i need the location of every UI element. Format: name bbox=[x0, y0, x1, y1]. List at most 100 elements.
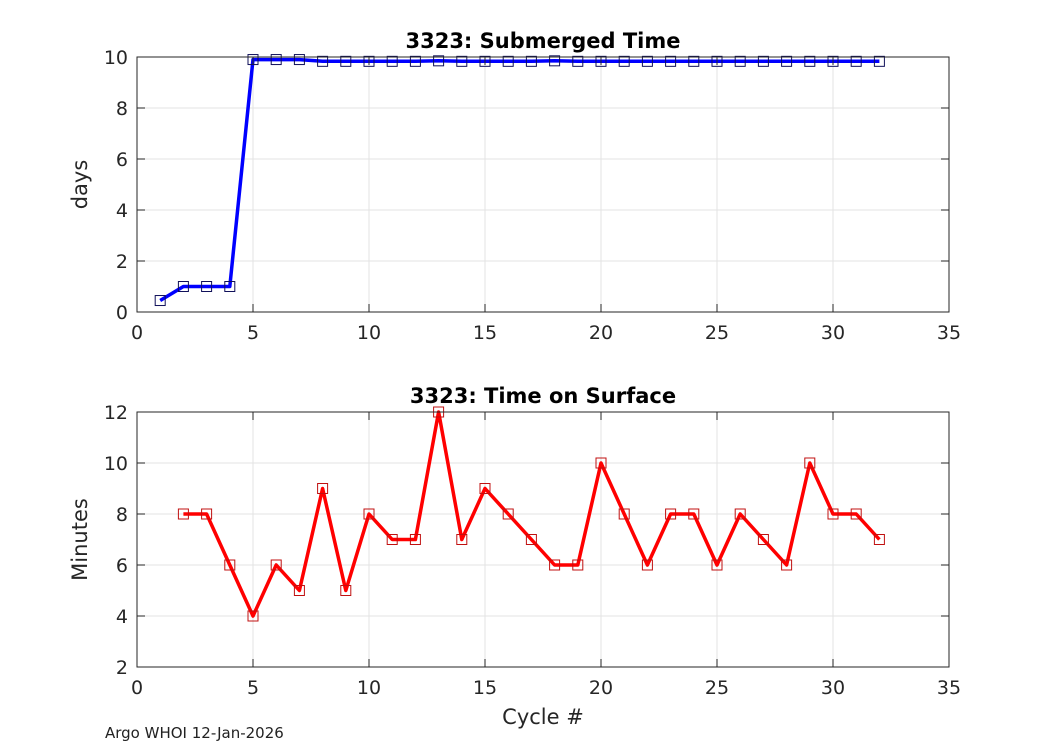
data-point-marker bbox=[201, 508, 213, 520]
chart-title: 3323: Time on Surface bbox=[410, 384, 676, 408]
data-point-marker bbox=[595, 457, 607, 469]
data-point-marker bbox=[293, 585, 305, 596]
data-point-marker bbox=[665, 55, 677, 67]
data-point-marker bbox=[804, 55, 816, 67]
data-point-marker bbox=[641, 559, 653, 571]
data-point-marker bbox=[850, 508, 862, 520]
x-tick-label: 10 bbox=[357, 322, 381, 344]
y-tick-label: 10 bbox=[104, 453, 128, 475]
data-point-marker bbox=[734, 508, 746, 520]
data-point-marker bbox=[734, 55, 746, 67]
x-tick-label: 35 bbox=[937, 322, 961, 344]
y-axis-label: days bbox=[68, 160, 92, 210]
y-tick-label: 2 bbox=[116, 251, 128, 273]
data-point-marker bbox=[641, 55, 653, 67]
data-point-marker bbox=[317, 483, 329, 494]
data-point-marker bbox=[757, 534, 769, 545]
x-tick-label: 0 bbox=[131, 677, 143, 699]
surface-time-plot: 0 5 10 15 20 25 30 35 2 4 6 8 10 12 3323: Time on Surf… bbox=[68, 384, 961, 729]
series-line bbox=[183, 410, 881, 618]
data-point-marker bbox=[201, 281, 213, 292]
x-tick-label: 35 bbox=[937, 677, 961, 699]
x-tick-label: 10 bbox=[357, 677, 381, 699]
data-point-marker bbox=[340, 55, 352, 67]
data-point-marker bbox=[340, 585, 352, 596]
data-point-marker bbox=[873, 534, 885, 545]
y-tick-label: 0 bbox=[116, 302, 128, 324]
data-point-marker bbox=[409, 55, 421, 67]
x-tick-label: 15 bbox=[473, 677, 497, 699]
x-tick-label: 0 bbox=[131, 322, 143, 344]
x-tick-label: 30 bbox=[821, 677, 845, 699]
data-point-marker bbox=[525, 55, 537, 67]
data-point-marker bbox=[479, 55, 491, 67]
data-point-marker bbox=[363, 55, 375, 67]
footer-credit: Argo WHOI 12-Jan-2026 bbox=[105, 724, 284, 742]
data-point-marker bbox=[525, 534, 537, 545]
data-point-marker bbox=[665, 508, 677, 520]
axes-box bbox=[136, 411, 950, 668]
data-point-marker bbox=[711, 55, 723, 67]
data-point-marker bbox=[502, 508, 514, 520]
data-point-marker bbox=[270, 54, 282, 66]
y-tick-label: 6 bbox=[116, 555, 128, 577]
series-line bbox=[159, 57, 880, 302]
x-tick-label: 5 bbox=[247, 677, 259, 699]
data-point-marker bbox=[804, 457, 816, 469]
data-point-marker bbox=[711, 559, 723, 571]
y-tick-label: 2 bbox=[116, 657, 128, 679]
data-point-marker bbox=[224, 559, 236, 571]
data-point-marker bbox=[177, 508, 189, 520]
y-tick-label: 6 bbox=[116, 149, 128, 171]
data-point-marker bbox=[827, 508, 839, 520]
data-point-marker bbox=[850, 55, 862, 67]
data-point-marker bbox=[363, 508, 375, 520]
data-point-marker bbox=[827, 55, 839, 67]
plot-area bbox=[137, 57, 949, 312]
axes-box bbox=[136, 56, 950, 313]
data-point-marker bbox=[572, 559, 584, 571]
x-tick-label: 25 bbox=[705, 677, 729, 699]
y-tick-label: 10 bbox=[104, 47, 128, 69]
y-tick-label: 12 bbox=[104, 402, 128, 424]
data-point-marker bbox=[456, 534, 468, 545]
data-point-marker bbox=[873, 55, 885, 67]
data-point-marker bbox=[479, 483, 491, 494]
data-point-marker bbox=[247, 610, 259, 622]
data-point-marker bbox=[618, 508, 630, 520]
data-point-marker bbox=[781, 55, 793, 67]
data-point-marker bbox=[409, 534, 421, 545]
data-point-marker bbox=[456, 55, 468, 67]
data-point-marker bbox=[549, 55, 561, 67]
y-axis-label: Minutes bbox=[68, 498, 92, 581]
data-point-marker bbox=[618, 55, 630, 67]
data-point-marker bbox=[224, 281, 236, 292]
x-tick-label: 20 bbox=[589, 322, 613, 344]
data-point-marker bbox=[317, 55, 329, 67]
x-axis-label: Cycle # bbox=[502, 705, 584, 729]
data-point-marker bbox=[154, 295, 166, 307]
y-tick-label: 8 bbox=[116, 504, 128, 526]
data-point-marker bbox=[572, 55, 584, 67]
data-point-marker bbox=[502, 55, 514, 67]
y-tick-label: 4 bbox=[116, 606, 128, 628]
y-tick-label: 4 bbox=[116, 200, 128, 222]
data-point-marker bbox=[293, 54, 305, 66]
data-point-marker bbox=[386, 534, 398, 545]
submerged-time-plot: 0 5 10 15 20 25 30 35 0 2 4 6 8 10 3323: Submerged Tim… bbox=[68, 29, 961, 344]
x-tick-label: 30 bbox=[821, 322, 845, 344]
data-point-marker bbox=[177, 281, 189, 292]
data-point-marker bbox=[433, 55, 445, 67]
x-tick-label: 20 bbox=[589, 677, 613, 699]
x-tick-label: 5 bbox=[247, 322, 259, 344]
data-point-marker bbox=[688, 55, 700, 67]
data-point-marker bbox=[270, 559, 282, 571]
y-tick-label: 8 bbox=[116, 98, 128, 120]
data-point-marker bbox=[595, 55, 607, 67]
x-tick-label: 25 bbox=[705, 322, 729, 344]
data-point-marker bbox=[549, 559, 561, 571]
data-point-marker bbox=[688, 508, 700, 520]
chart-title: 3323: Submerged Time bbox=[405, 29, 680, 53]
data-point-marker bbox=[757, 55, 769, 67]
